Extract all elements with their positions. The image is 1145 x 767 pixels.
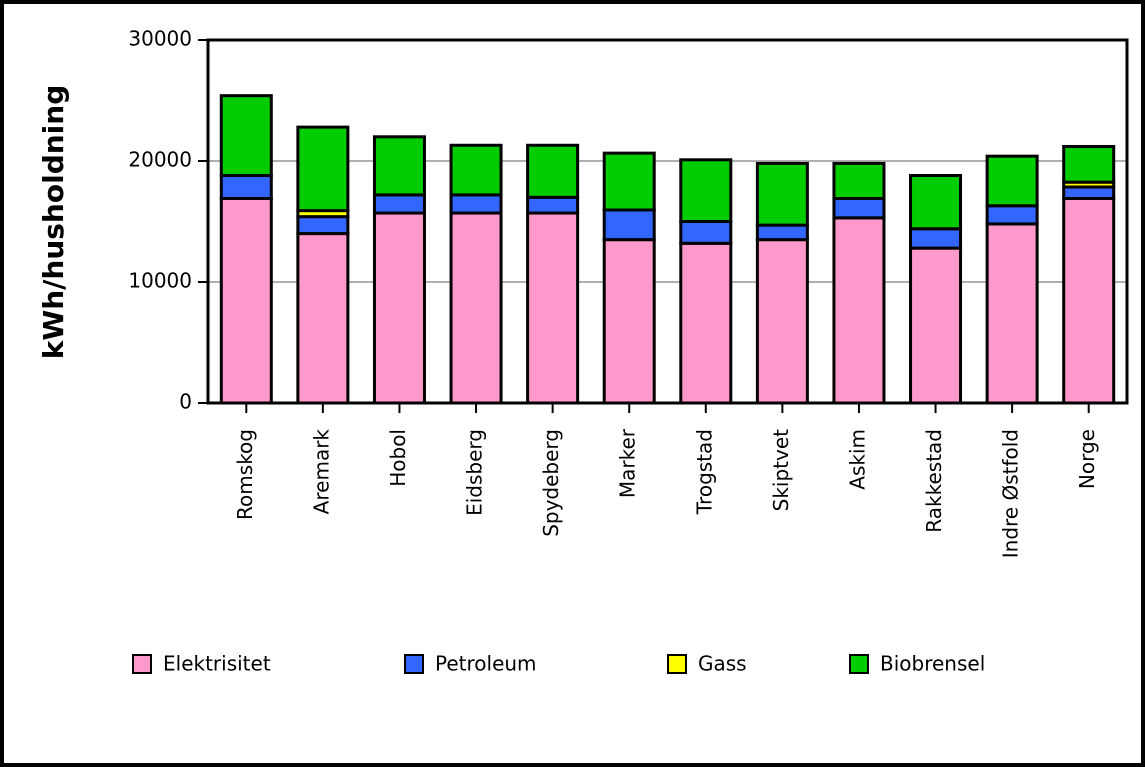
- bar-segment: [1062, 185, 1116, 201]
- legend-label: Elektrisitet: [163, 652, 271, 676]
- bar-segment: [909, 227, 963, 250]
- bar-segment: [1062, 144, 1116, 184]
- bar-segment: [985, 222, 1039, 405]
- bar-segment: [219, 197, 273, 405]
- bar-segment: [372, 135, 426, 197]
- y-tick-label: 10000: [128, 269, 192, 293]
- bar-segment: [449, 211, 503, 405]
- bar-segment: [449, 143, 503, 197]
- bar-segment: [679, 241, 733, 405]
- x-tick-label: Askim: [845, 429, 869, 490]
- bar-segment: [985, 204, 1039, 226]
- x-tick-label: Marker: [616, 428, 640, 498]
- bar-segment: [679, 220, 733, 245]
- legend-swatch: [404, 654, 424, 674]
- bar-segment: [755, 238, 809, 405]
- legend-label: Gass: [698, 652, 747, 676]
- legend-label: Biobrensel: [880, 652, 985, 676]
- bar-segment: [755, 223, 809, 242]
- x-tick-label: Hobol: [386, 429, 410, 487]
- legend-swatch: [667, 654, 687, 674]
- bar-segment: [832, 197, 886, 220]
- legend-label: Petroleum: [435, 652, 537, 676]
- bar-segment: [1062, 197, 1116, 405]
- plot-area: [208, 40, 1127, 403]
- x-tick-label: Norge: [1075, 429, 1099, 489]
- bar-segment: [219, 94, 273, 178]
- bar-segment: [296, 215, 350, 236]
- bar-segment: [449, 193, 503, 215]
- bar-segment: [372, 193, 426, 215]
- x-tick-label: Aremark: [309, 429, 333, 515]
- bar-segment: [909, 246, 963, 405]
- plot-border: [206, 38, 1129, 405]
- x-tick-label: Trogstad: [692, 429, 716, 515]
- y-axis-label: kWh/husholdning: [37, 85, 70, 360]
- legend-swatch: [132, 654, 152, 674]
- bar-segment: [296, 125, 350, 213]
- y-tick-label: 30000: [128, 27, 192, 51]
- x-tick-label: Romskog: [233, 429, 257, 520]
- bar-segment: [602, 238, 656, 405]
- bar-segment: [526, 211, 580, 405]
- bar-segment: [755, 161, 809, 227]
- bar-segment: [832, 216, 886, 405]
- x-tick-label: Skiptvet: [769, 429, 793, 512]
- bar-segment: [219, 174, 273, 201]
- y-tick-label: 20000: [128, 148, 192, 172]
- bar-segment: [985, 154, 1039, 208]
- bar-segment: [909, 174, 963, 231]
- bar-segment: [832, 161, 886, 201]
- x-tick-label: Spydeberg: [539, 429, 563, 537]
- bar-segment: [602, 208, 656, 242]
- bar-segment: [679, 158, 733, 223]
- bar-segment: [526, 143, 580, 199]
- bar-segment: [602, 151, 656, 212]
- x-tick-label: Eidsberg: [463, 429, 487, 516]
- bar-segment: [296, 232, 350, 405]
- y-tick-label: 0: [179, 390, 192, 414]
- legend-swatch: [849, 654, 869, 674]
- bar-segment: [372, 211, 426, 405]
- bar-segment: [526, 195, 580, 215]
- x-tick-label: Rakkestad: [922, 429, 946, 533]
- x-tick-label: Indre Østfold: [999, 429, 1023, 558]
